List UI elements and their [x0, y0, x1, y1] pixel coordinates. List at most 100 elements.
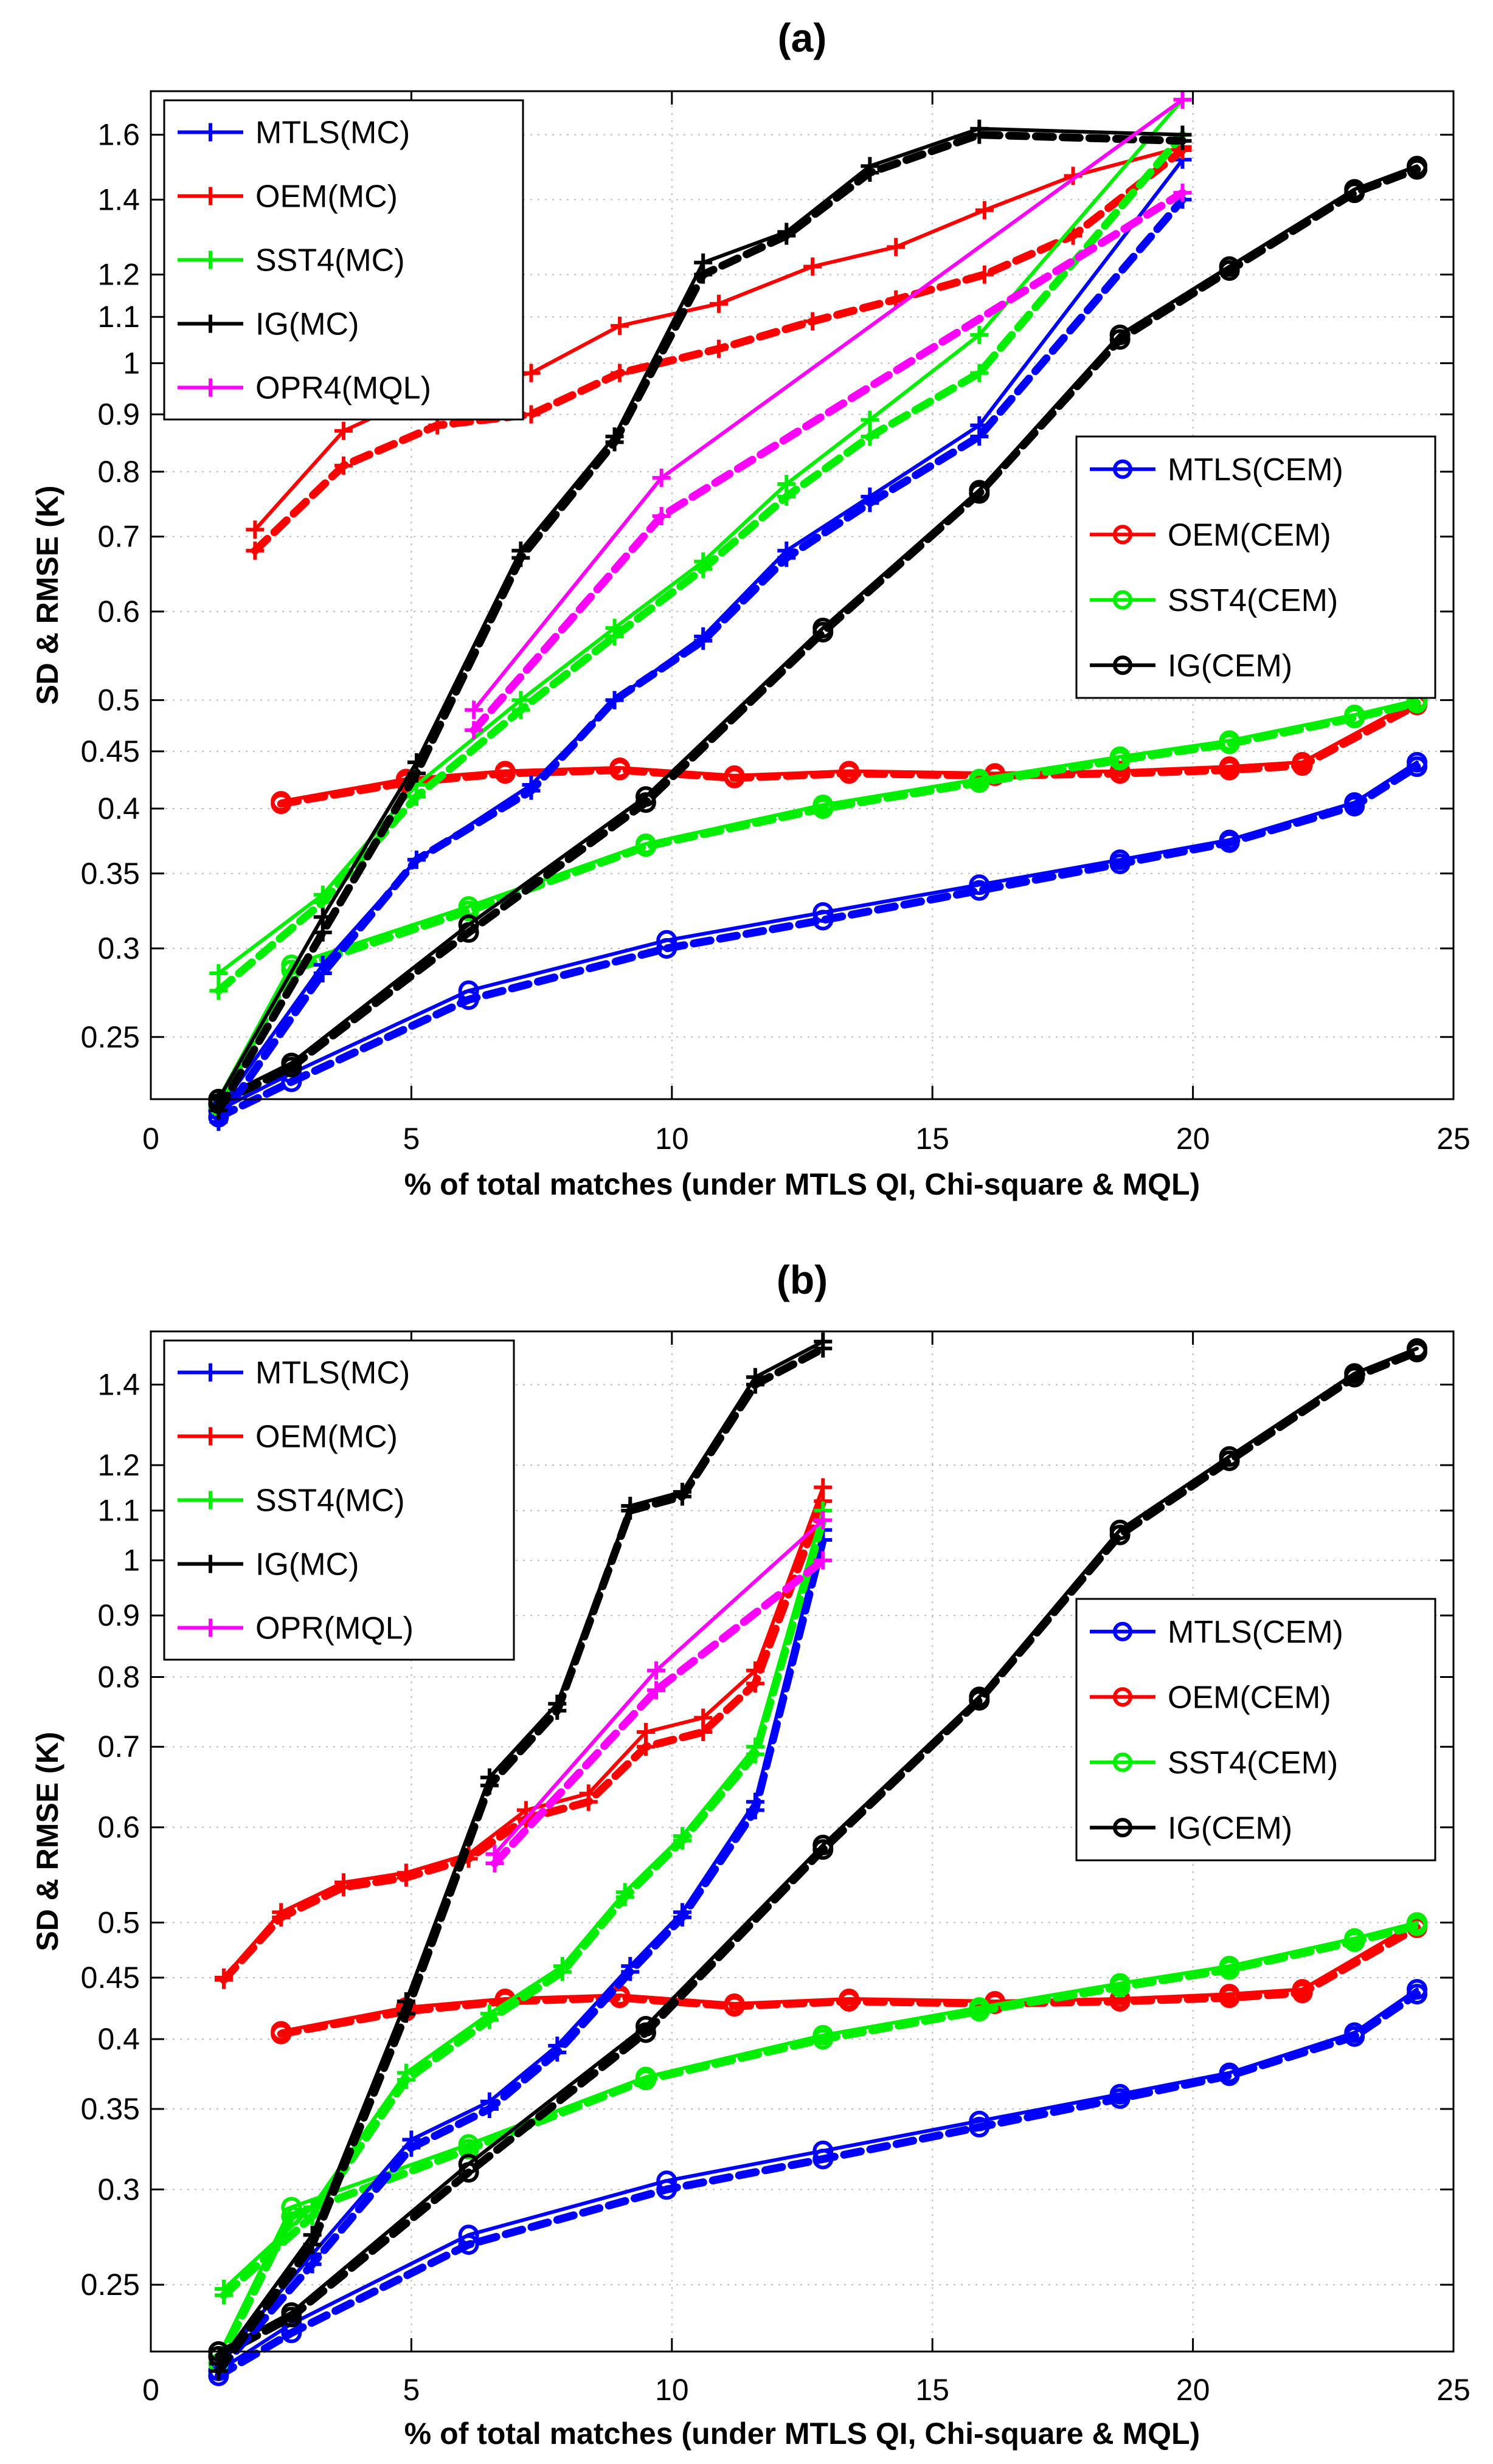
data-point-sd [814, 1511, 833, 1530]
data-point-sd [458, 2224, 479, 2246]
data-point-sd [1407, 1979, 1428, 2000]
data-point-sd [303, 2198, 322, 2217]
data-point-sd [709, 294, 728, 313]
y-tick-label: 0.8 [97, 1660, 140, 1694]
series-IG(CEM) [208, 1338, 1428, 2367]
data-point-sd [209, 2354, 228, 2373]
data-point-sd [271, 791, 292, 812]
data-point-sd [673, 1827, 691, 1846]
series-OPR(MQL) [485, 1511, 833, 1872]
data-point-sd [746, 1738, 764, 1756]
data-point-sd [313, 908, 332, 927]
data-point-sd [407, 851, 426, 869]
data-point-sd [1344, 792, 1365, 813]
data-point-rmse [652, 507, 671, 526]
data-point-sd [1344, 179, 1365, 200]
legend-entry-label: IG(MC) [255, 307, 359, 342]
data-point-rmse [975, 265, 994, 284]
data-point-sd [1407, 751, 1428, 773]
data-point-sd [548, 2036, 567, 2055]
data-point-rmse [209, 981, 228, 1000]
y-tick-label: 0.9 [97, 1598, 140, 1632]
series-OEM(CEM) [271, 1912, 1428, 2045]
data-point-sd [480, 1768, 499, 1787]
legend-entry-label: IG(CEM) [1168, 1810, 1292, 1846]
data-point-rmse [1173, 184, 1192, 202]
legend-entry-label: SST4(MC) [255, 243, 405, 278]
y-tick-label: 1.2 [97, 258, 140, 292]
series-line-sd [279, 1920, 1419, 2034]
x-tick-label: 0 [142, 1122, 159, 1156]
data-point-sd [777, 223, 796, 241]
data-point-sd [812, 902, 834, 923]
series-IG(MC) [209, 1332, 833, 2380]
data-point-sd [635, 786, 656, 807]
legend-swatch-marker [1113, 1621, 1132, 1641]
data-point-sd [402, 2130, 421, 2149]
data-point-sd [621, 1957, 640, 1976]
data-point-sd [480, 2004, 499, 2023]
data-point-sd [861, 487, 879, 506]
chart-panel-a: 0 5 10 15 20 25 0.25 0.3 0.35 0.4 0.45 0.5 0.6 0.7 0.8… [30, 15, 1470, 1201]
data-point-sd [334, 421, 353, 440]
series-line-sd [217, 760, 1419, 1113]
y-tick-label: 0.4 [97, 2022, 140, 2056]
legend-mc: MTLS(MC) OEM(MC) SST4(MC) IG(MC) OPR(MQL) [163, 1339, 515, 1661]
y-tick-label: 0.5 [97, 1905, 140, 1939]
data-point-sd [272, 1903, 291, 1922]
data-point-sd [1173, 90, 1192, 109]
data-point-sd [812, 795, 834, 816]
y-tick-label: 0.8 [97, 455, 140, 489]
legend-entry-label: SST4(CEM) [1168, 1745, 1338, 1781]
data-point-sd [621, 1496, 640, 1515]
legend-entry-label: OEM(MC) [255, 1420, 398, 1455]
data-point-sd [1219, 730, 1240, 751]
series-line-sd [279, 698, 1419, 804]
data-point-sd [812, 2024, 834, 2046]
data-point-sd [724, 765, 745, 786]
y-tick-label: 1 [123, 346, 140, 380]
data-point-sd [673, 1483, 691, 1502]
x-tick-label: 10 [655, 2373, 689, 2407]
data-point-sd [777, 475, 796, 494]
data-point-sd [861, 157, 879, 176]
y-tick-label: 1.4 [97, 182, 140, 216]
y-axis-label: SD & RMSE (K) [30, 1731, 64, 1951]
y-tick-label: 0.7 [97, 1730, 140, 1764]
data-point-sd [1344, 1928, 1365, 1949]
data-point-sd [887, 238, 906, 257]
legend-swatch-marker [201, 1427, 220, 1446]
data-point-sd [214, 1968, 233, 1987]
data-point-sd [969, 1686, 990, 1708]
legend-swatch-marker [201, 187, 220, 205]
data-point-sd [970, 119, 989, 138]
data-point-sd [548, 1694, 567, 1713]
data-point-sd [605, 691, 624, 709]
data-point-sd [652, 468, 671, 487]
y-tick-label: 1.1 [97, 300, 140, 334]
x-axis-label: % of total matches (under MTLS QI, Chi-s… [404, 1167, 1200, 1201]
y-tick-label: 1.1 [97, 1494, 140, 1528]
data-point-sd [281, 1052, 302, 1074]
legend-cem: MTLS(CEM) OEM(CEM) SST4(CEM) IG(CEM) [1075, 1598, 1436, 1862]
legend-swatch-marker [1113, 1687, 1132, 1707]
series-line-rmse [214, 131, 1186, 1114]
data-point-rmse [246, 541, 265, 560]
data-point-sd [673, 1903, 691, 1922]
data-point-sd [1109, 849, 1131, 871]
data-point-rmse [970, 364, 989, 382]
data-point-rmse [709, 339, 728, 358]
legend-swatch-marker [201, 1491, 220, 1510]
chart-panel-b: 0 5 10 15 20 25 0.25 0.3 0.35 0.4 0.45 0.5 0.6 0.7 0.8… [30, 1257, 1470, 2451]
data-point-sd [1219, 1984, 1240, 2005]
y-tick-label: 0.6 [97, 1810, 140, 1845]
data-point-sd [579, 1784, 598, 1803]
series-line-sd [217, 157, 1185, 1113]
series-IG(MC) [209, 119, 1192, 1120]
data-point-sd [611, 316, 629, 335]
data-point-sd [1219, 829, 1240, 851]
series-line-sd [217, 164, 1419, 1101]
data-point-sd [839, 761, 860, 782]
data-point-sd [511, 541, 530, 560]
data-point-sd [214, 2280, 233, 2299]
